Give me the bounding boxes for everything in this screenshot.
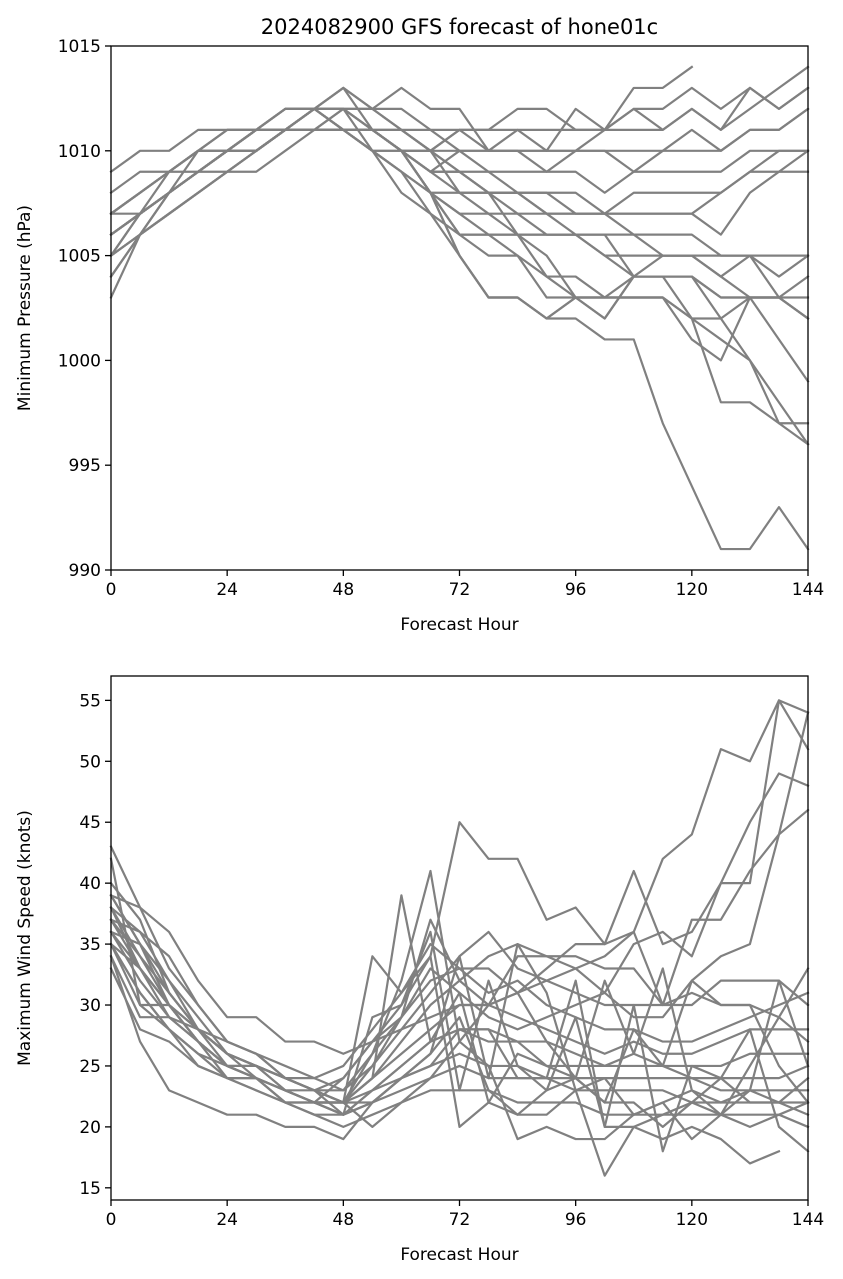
series-line-20 [109,954,810,1177]
x-tick-label: 96 [565,1210,587,1230]
y-tick-label: 1005 [58,247,101,267]
y-tick-label: 55 [79,691,101,711]
x-tick-label: 120 [676,580,708,600]
series-line-19 [109,942,781,1165]
series-line-22 [109,107,810,551]
x-axis-label: Forecast Hour [400,1245,518,1265]
y-tick-label: 45 [79,813,101,833]
y-axis-label: Maximum Wind Speed (knots) [15,810,35,1066]
y-axis-label: Minimum Pressure (hPa) [15,205,35,411]
y-tick-label: 995 [69,456,101,476]
y-tick-label: 1000 [58,351,101,371]
x-tick-label: 120 [676,1210,708,1230]
x-tick-label: 0 [106,1210,117,1230]
x-axis-label: Forecast Hour [400,615,518,635]
y-tick-label: 15 [79,1179,101,1199]
pressure-panel: 0 24 48 72 96 120 144 990 995 1000 1005 1010 1015 For… [15,15,824,635]
y-tick-label: 50 [79,752,101,772]
series-line-16 [109,893,810,1105]
y-tick-label: 40 [79,874,101,894]
y-tick-label: 30 [79,996,101,1016]
y-tick-label: 25 [79,1057,101,1077]
x-tick-label: 24 [216,1210,238,1230]
series-line-21 [109,942,810,1141]
x-tick-label: 0 [106,580,117,600]
x-tick-label: 48 [333,580,355,600]
x-tick-label: 96 [565,580,587,600]
x-tick-label: 144 [792,580,824,600]
chart-title: 2024082900 GFS forecast of hone01c [261,15,658,39]
x-tick-label: 144 [792,1210,824,1230]
y-tick-label: 1010 [58,142,101,162]
y-tick-label: 990 [69,561,101,581]
x-tick-label: 72 [449,1210,471,1230]
x-tick-label: 24 [216,580,238,600]
y-tick-label: 35 [79,935,101,955]
wind-panel: 0 24 48 72 96 120 144 15 20 25 30 35 40 45 50 55 Forecas… [15,675,824,1265]
x-tick-label: 72 [449,580,471,600]
y-tick-label: 20 [79,1118,101,1138]
series-line-22 [109,893,810,1055]
y-tick-label: 1015 [58,37,101,57]
x-tick-label: 48 [333,1210,355,1230]
